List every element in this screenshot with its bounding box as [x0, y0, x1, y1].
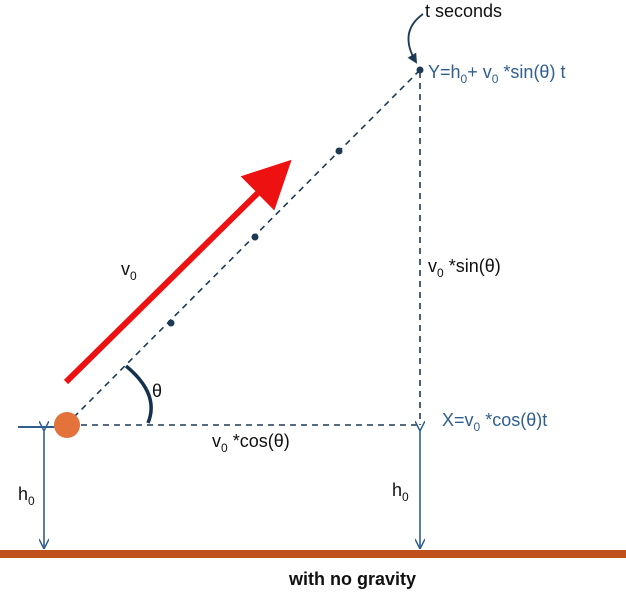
trajectory-point — [167, 319, 175, 327]
vertical-component-label: v0 *sin(θ) — [428, 256, 501, 280]
trajectory-point — [416, 66, 424, 74]
caption-label: with no gravity — [288, 569, 416, 589]
t-seconds-label: t seconds — [425, 1, 502, 21]
theta-label: θ — [152, 381, 162, 401]
angle-arc — [124, 364, 153, 424]
h0-right-label: h0 — [392, 480, 409, 504]
x-formula-label: X=v0 *cos(θ)t — [442, 410, 547, 434]
trajectory-point — [335, 147, 343, 155]
horizontal-component-label: v0 *cos(θ) — [212, 431, 290, 455]
v0-label: v0 — [121, 259, 137, 283]
projectile-ball — [54, 412, 80, 438]
time-pointer-arrow — [407, 13, 424, 64]
trajectory-point — [251, 233, 259, 241]
trajectory-line — [65, 69, 421, 426]
y-formula-label: Y=h0+ v0 *sin(θ) t — [428, 62, 565, 86]
velocity-arrow — [63, 159, 292, 385]
ground-bar — [0, 550, 626, 558]
h0-left-label: h0 — [18, 484, 35, 508]
